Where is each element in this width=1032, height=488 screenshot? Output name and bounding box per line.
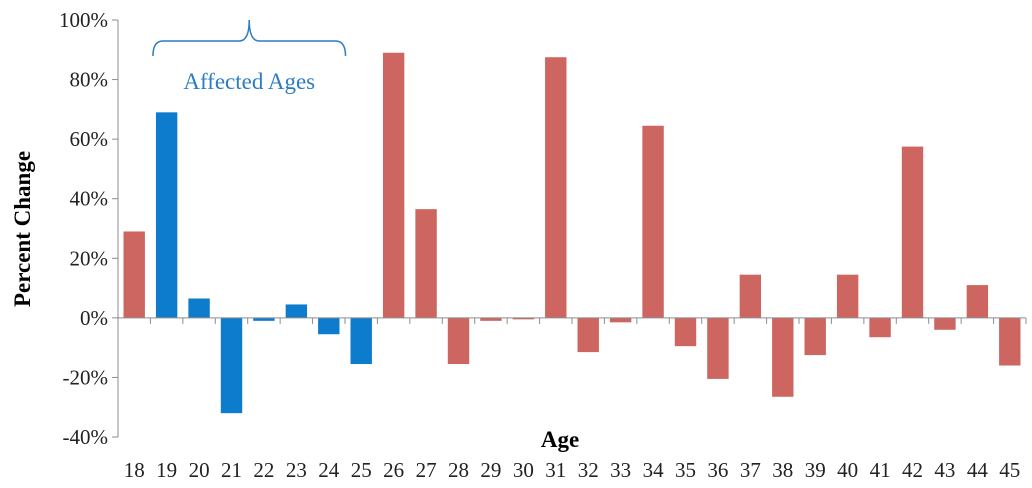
y-axis-title: Percent Change: [10, 151, 35, 307]
x-tick-label: 22: [253, 458, 274, 482]
bar-age-40: [836, 274, 859, 318]
x-tick-label: 39: [805, 458, 826, 482]
y-axis-tick-labels: 100% 80% 60% 40% 20% 0% -20% -40%: [59, 8, 108, 449]
y-axis-ticks: [112, 19, 118, 438]
x-tick-label: 32: [578, 458, 599, 482]
bar-age-28: [447, 317, 470, 365]
x-tick-label: 40: [837, 458, 858, 482]
bar-age-19: [155, 112, 178, 318]
bar-age-38: [772, 317, 794, 397]
y-tick-label: 100%: [59, 8, 108, 32]
affected-ages-label: Affected Ages: [183, 69, 315, 94]
x-tick-label: 36: [707, 458, 728, 482]
bar-age-24: [318, 317, 340, 335]
x-tick-label: 45: [999, 458, 1020, 482]
bar-age-34: [642, 125, 664, 318]
bar-age-45: [999, 317, 1021, 366]
bar-age-25: [350, 317, 372, 365]
x-tick-label: 35: [675, 458, 696, 482]
bars: [123, 52, 1021, 414]
x-tick-label: 20: [189, 458, 210, 482]
x-tick-label: 27: [416, 458, 437, 482]
bar-age-35: [674, 317, 697, 347]
bar-age-33: [609, 317, 632, 323]
bar-age-21: [220, 317, 243, 414]
bar-age-27: [415, 209, 437, 318]
y-tick-label: 80%: [70, 68, 109, 92]
bar-age-39: [804, 317, 826, 356]
x-tick-label: 44: [967, 458, 989, 482]
y-tick-label: 20%: [70, 246, 109, 270]
bar-age-41: [869, 317, 891, 338]
y-tick-label: 40%: [70, 187, 109, 211]
x-tick-label: 24: [318, 458, 340, 482]
x-tick-label: 21: [221, 458, 242, 482]
bar-age-29: [480, 317, 502, 321]
bar-age-22: [253, 317, 275, 321]
x-tick-label: 18: [124, 458, 145, 482]
x-tick-label: 30: [513, 458, 534, 482]
affected-ages-brace: [152, 19, 347, 57]
x-tick-label: 38: [772, 458, 793, 482]
bar-age-26: [382, 52, 405, 318]
bar-age-20: [188, 298, 210, 318]
x-tick-label: 42: [902, 458, 923, 482]
bar-age-30: [512, 317, 535, 320]
x-axis-title: Age: [541, 427, 579, 452]
x-tick-label: 26: [383, 458, 404, 482]
x-tick-label: 41: [870, 458, 891, 482]
x-tick-label: 37: [740, 458, 761, 482]
bar-age-37: [739, 274, 762, 318]
y-tick-label: 0%: [80, 306, 108, 330]
x-tick-label: 43: [934, 458, 955, 482]
bar-age-23: [285, 304, 308, 318]
bar-age-32: [577, 317, 599, 353]
x-tick-label: 33: [610, 458, 631, 482]
bar-age-31: [545, 57, 567, 318]
y-tick-label: -20%: [63, 365, 109, 389]
bar-age-36: [707, 317, 729, 379]
x-tick-label: 19: [156, 458, 177, 482]
x-tick-label: 34: [643, 458, 665, 482]
bar-age-18: [123, 231, 145, 318]
y-tick-label: -40%: [63, 425, 109, 449]
x-tick-label: 31: [545, 458, 566, 482]
x-tick-label: 23: [286, 458, 307, 482]
x-axis-tick-labels: 18 19 20 21 22 23 24 25 26 27 28 29 30 31 32 33 34 35 36 37…: [124, 458, 1021, 482]
x-tick-label: 29: [480, 458, 501, 482]
bar-age-44: [966, 285, 989, 318]
x-axis-ticks: [149, 317, 1027, 324]
x-tick-label: 28: [448, 458, 469, 482]
x-tick-label: 25: [351, 458, 372, 482]
y-tick-label: 60%: [70, 127, 109, 151]
bar-age-43: [934, 317, 956, 330]
bar-age-42: [901, 146, 924, 318]
